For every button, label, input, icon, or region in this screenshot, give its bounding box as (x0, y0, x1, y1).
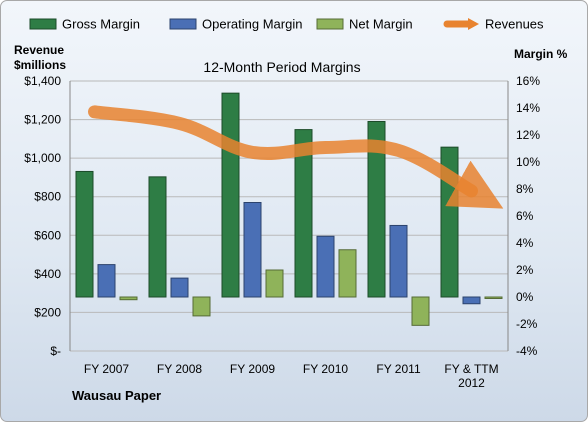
x-tick-label: FY 2009 (230, 362, 275, 376)
left-tick-label: $1,000 (24, 151, 61, 165)
left-axis-label-line1: Revenue (14, 43, 64, 57)
legend-arrow (468, 18, 479, 30)
legend-label: Net Margin (349, 17, 413, 32)
bar-net-margin (265, 269, 284, 298)
legend-swatch (169, 18, 197, 30)
left-tick-label: $- (50, 344, 61, 358)
bar-operating-margin (170, 277, 189, 298)
right-tick-label: -4% (516, 344, 538, 358)
gridlines (70, 80, 508, 352)
left-tick-label: $400 (34, 267, 61, 281)
bar-gross-margin (294, 129, 313, 298)
right-tick-label: 16% (516, 74, 540, 88)
bar-net-margin (192, 296, 211, 317)
legend-swatch (316, 18, 344, 30)
left-tick-label: $600 (34, 228, 61, 242)
bar-net-margin (484, 296, 503, 299)
right-tick-label: 8% (516, 182, 534, 196)
bar-gross-margin (75, 170, 94, 298)
right-tick-label: 10% (516, 155, 540, 169)
left-tick-label: $1,200 (24, 113, 61, 127)
legend-item: Revenues (443, 17, 544, 32)
revenue-line (88, 105, 504, 209)
left-tick-label: $800 (34, 190, 61, 204)
footer-label: Wausau Paper (72, 388, 161, 403)
right-tick-label: 6% (516, 209, 534, 223)
legend-swatch (29, 18, 57, 30)
x-tick-label: FY 2010 (303, 362, 348, 376)
right-tick-label: 12% (516, 128, 540, 142)
legend-label: Operating Margin (202, 17, 302, 32)
legend-item: Gross Margin (29, 17, 140, 32)
right-tick-label: 4% (516, 236, 534, 250)
bar-gross-margin (148, 176, 167, 298)
bar-operating-margin (97, 264, 116, 298)
bar-net-margin (411, 296, 430, 326)
x-tick-label: 2012 (458, 376, 485, 390)
bar-net-margin (119, 296, 138, 301)
legend-item: Operating Margin (169, 17, 302, 32)
legend: Gross Margin Operating Margin Net Margin Re… (29, 17, 544, 32)
legend-label: Gross Margin (62, 17, 140, 32)
x-tick-label: FY 2007 (84, 362, 129, 376)
chart-title: 12-Month Period Margins (203, 59, 360, 75)
bar-operating-margin (389, 224, 408, 298)
bar-net-margin (338, 249, 357, 298)
bar-operating-margin (243, 202, 262, 298)
x-tick-label: FY 2008 (157, 362, 202, 376)
right-tick-label: -2% (516, 317, 538, 331)
right-tick-label: 14% (516, 101, 540, 115)
x-tick-label: FY & TTM (444, 362, 498, 376)
axis-ticks: $- $200 $400 $600 $800 $1,000 $1,200 $1,400 -4% -… (24, 74, 540, 390)
bar-gross-margin (221, 92, 240, 298)
bar-gross-margin (367, 121, 386, 298)
x-tick-label: FY 2011 (376, 362, 421, 376)
bar-operating-margin (462, 296, 481, 305)
left-axis-label-line2: $millions (14, 58, 66, 72)
left-tick-label: $1,400 (24, 74, 61, 88)
plot-area (75, 92, 504, 326)
right-tick-label: 2% (516, 263, 534, 277)
bar-operating-margin (316, 235, 335, 298)
legend-item: Net Margin (316, 17, 413, 32)
legend-label: Revenues (485, 17, 544, 32)
left-tick-label: $200 (34, 305, 61, 319)
right-axis-label: Margin % (514, 47, 568, 61)
right-tick-label: 0% (516, 290, 534, 304)
